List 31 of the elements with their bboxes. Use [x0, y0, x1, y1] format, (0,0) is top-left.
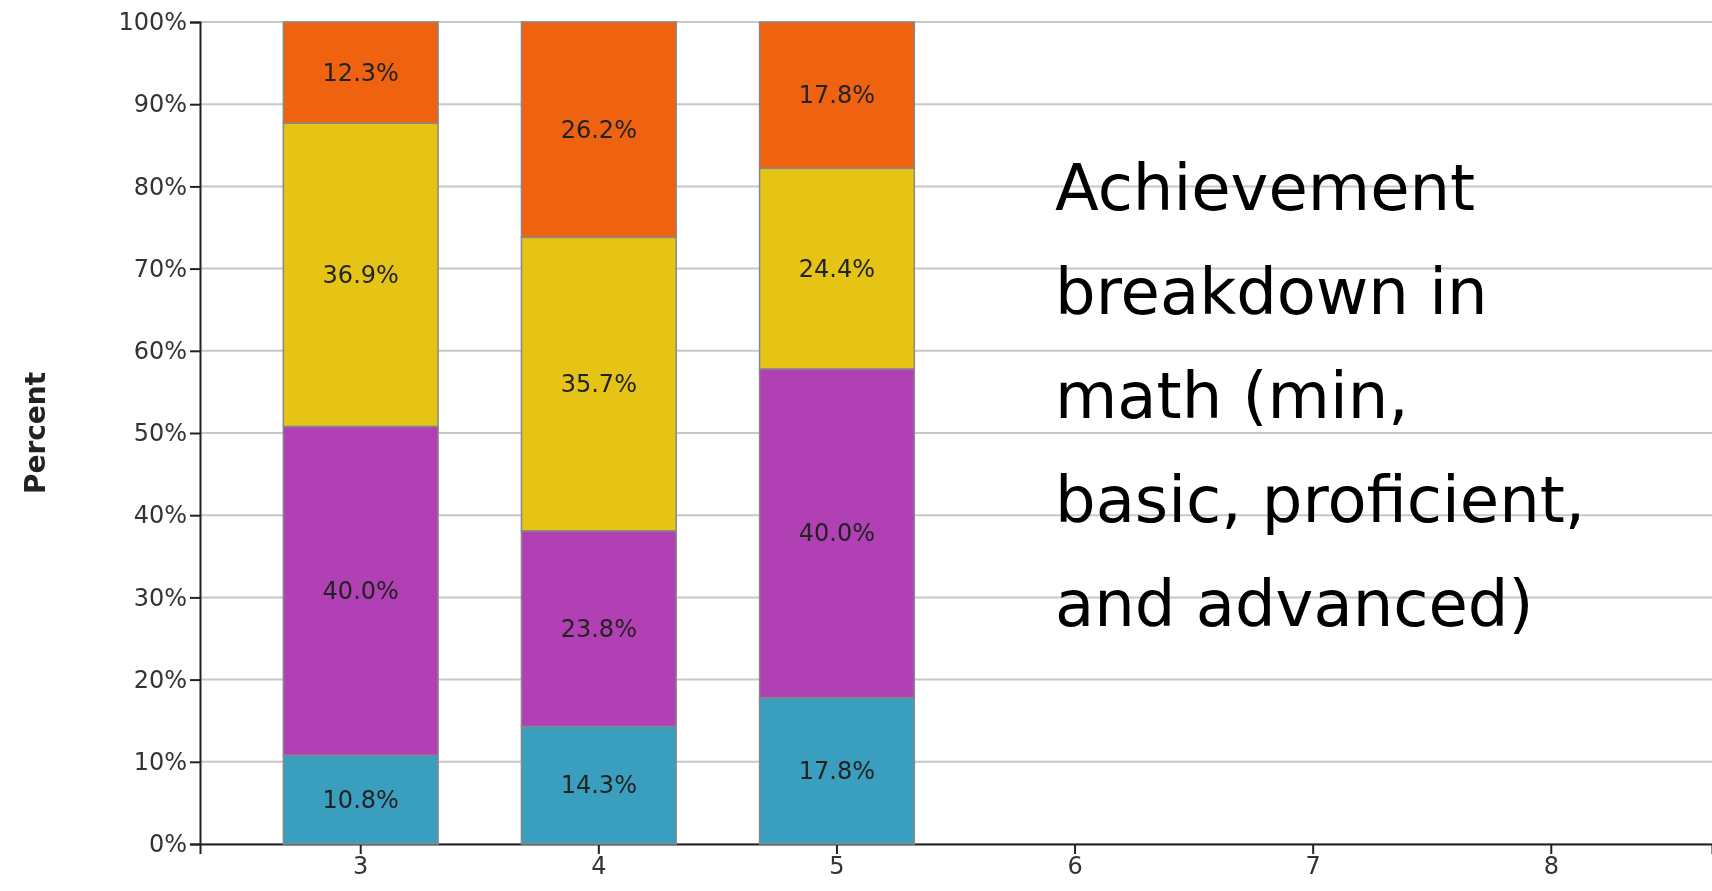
x-tick-label: 7 [1305, 852, 1321, 881]
annotation: Achievement breakdown in math (min, basic, proficient, and advanced) [1055, 151, 1586, 641]
y-tick-label: 90% [133, 90, 187, 119]
y-tick-label: 80% [133, 172, 187, 201]
y-tick-label: 0% [148, 830, 187, 859]
y-axis-title: Percent [19, 371, 52, 495]
data-label: 35.7% [560, 370, 637, 399]
data-label: 23.8% [560, 614, 637, 643]
x-tick-label: 8 [1543, 852, 1559, 881]
y-tick-label: 60% [133, 336, 187, 365]
y-tick-label: 20% [133, 665, 187, 694]
y-tick-label: 30% [133, 583, 187, 612]
x-tick-label: 5 [829, 852, 845, 881]
y-tick-label: 10% [133, 747, 187, 776]
data-label: 26.2% [560, 115, 637, 144]
data-label: 24.4% [798, 254, 876, 283]
y-tick-label: 50% [133, 419, 187, 448]
data-label: 14.3% [560, 771, 637, 800]
y-tick-label: 40% [133, 501, 187, 530]
data-label: 17.8% [798, 81, 876, 110]
y-tick-label: 70% [133, 254, 187, 283]
y-tick-label: 100% [118, 8, 187, 37]
data-label: 40.0% [798, 519, 876, 548]
x-tick-label: 4 [591, 852, 607, 881]
data-label: 10.8% [322, 785, 399, 814]
data-label: 12.3% [322, 58, 399, 87]
x-tick-label: 6 [1067, 852, 1083, 881]
data-label: 40.0% [322, 576, 399, 605]
data-label: 36.9% [322, 260, 399, 289]
x-tick-label: 3 [353, 852, 369, 881]
data-label: 17.8% [798, 756, 876, 785]
